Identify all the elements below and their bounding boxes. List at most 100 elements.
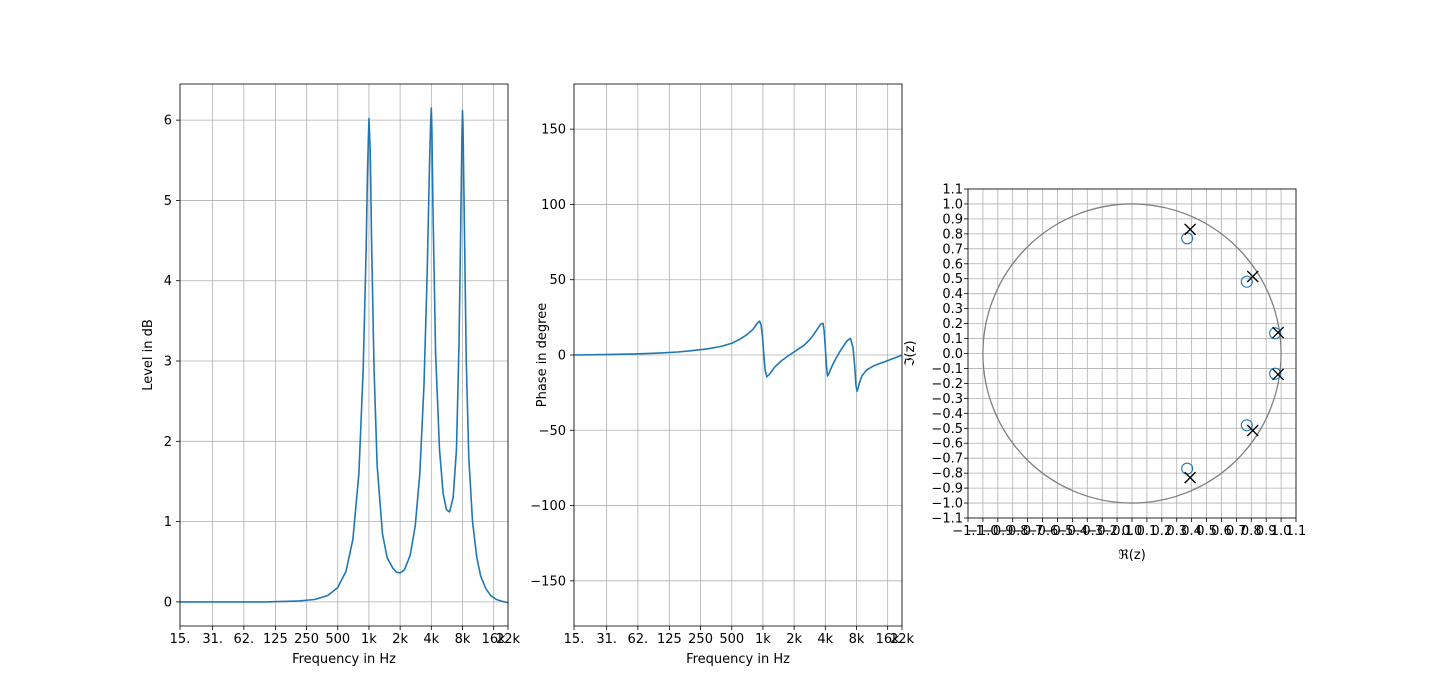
x-tick-label: −0.4 [1057,524,1089,539]
y-tick-label: 1.0 [942,197,963,212]
y-tick-label: 50 [549,273,566,288]
x-tick-label: 0.9 [1256,524,1277,539]
x-tick-label: −1.0 [967,524,999,539]
x-tick-label: 250 [688,632,713,647]
x-tick-label: 8k [849,632,865,647]
zero-marker [1240,275,1253,288]
zero-marker [1269,327,1282,340]
x-tick-label: −0.7 [1012,524,1044,539]
x-tick-label: 62. [627,632,648,647]
x-tick-label: 1k [361,632,377,647]
x-tick-label: 2k [786,632,802,647]
plot-frame [573,83,903,627]
x-tick-label: 4k [817,632,833,647]
zero-marker [1181,462,1194,475]
x-tick-label: 16k [876,632,901,647]
y-tick-label: 4 [164,274,172,289]
x-tick-label: 1.1 [1286,524,1307,539]
x-tick-label: −0.3 [1071,524,1103,539]
x-axis-label: Frequency in Hz [686,652,790,667]
y-tick-label: 1.1 [942,183,963,198]
y-tick-label: −0.2 [931,377,963,392]
x-tick-label: −0.5 [1042,524,1074,539]
x-axis-label: Frequency in Hz [292,652,396,667]
y-tick-label: 6 [164,114,172,129]
y-tick-label: 0.5 [942,272,963,287]
x-tick-label: −0.6 [1027,524,1059,539]
x-tick-label: 15. [564,632,585,647]
x-tick-label: −1.1 [952,524,984,539]
y-tick-label: −0.4 [931,407,963,422]
y-tick-label: 0 [164,595,172,610]
y-tick-label: 0.6 [942,257,963,272]
x-tick-label: 250 [294,632,319,647]
x-tick-label: 0.0 [1122,524,1143,539]
y-tick-label: −0.8 [931,467,963,482]
y-tick-label: 0.1 [942,332,963,347]
series-line [180,107,509,604]
x-tick-label: −0.2 [1086,524,1118,539]
x-tick-label: 22k [890,632,915,647]
y-tick-label: −0.1 [931,362,963,377]
x-tick-label: 1k [755,632,771,647]
pole-marker [1246,270,1259,283]
y-tick-label: 0.2 [942,317,963,332]
y-tick-label: 5 [164,194,172,209]
x-tick-label: 22k [496,632,521,647]
x-tick-label: 4k [423,632,439,647]
x-tick-label: 62. [233,632,254,647]
x-axis-label: ℜ(z) [1118,548,1146,563]
x-tick-label: 0.2 [1151,524,1172,539]
y-axis-label: Level in dB [141,319,156,391]
series-line [573,320,903,392]
pole-marker [1184,223,1197,236]
y-tick-label: −1.1 [931,512,963,527]
y-tick-label: −0.6 [931,437,963,452]
pole-marker [1272,368,1285,381]
y-tick-label: −0.7 [931,452,963,467]
x-tick-label: 0.6 [1211,524,1232,539]
y-tick-label: −150 [530,574,566,589]
pole-marker [1246,424,1259,437]
y-tick-label: −0.3 [931,392,963,407]
y-tick-label: −0.9 [931,482,963,497]
x-tick-label: 2k [392,632,408,647]
x-tick-label: 0.7 [1226,524,1247,539]
y-tick-label: −50 [539,424,566,439]
x-tick-label: 31. [202,632,223,647]
y-tick-label: −1.0 [931,497,963,512]
x-tick-label: −0.9 [982,524,1014,539]
x-tick-label: 125 [657,632,682,647]
x-tick-label: 500 [719,632,744,647]
y-tick-label: 3 [164,355,172,370]
plot-frame [967,188,1297,519]
y-tick-label: 100 [541,198,566,213]
y-axis-label: Phase in degree [535,303,550,408]
y-axis-label: ℑ(z) [903,340,918,366]
y-tick-label: −0.5 [931,422,963,437]
y-tick-label: 150 [541,123,566,138]
x-tick-label: −0.1 [1101,524,1133,539]
x-tick-label: 31. [596,632,617,647]
x-tick-label: 1.0 [1271,524,1292,539]
unit-circle [982,203,1282,504]
y-tick-label: 0.3 [942,302,963,317]
y-tick-label: 2 [164,435,172,450]
x-tick-label: 125 [263,632,288,647]
x-tick-label: 0.1 [1137,524,1158,539]
pole-marker [1184,471,1197,484]
x-tick-label: 500 [325,632,350,647]
x-tick-label: 0.3 [1166,524,1187,539]
zero-marker [1269,367,1282,380]
x-tick-label: −0.8 [997,524,1029,539]
x-tick-label: 8k [455,632,471,647]
grid [967,188,1297,519]
plot-frame [179,83,509,627]
y-tick-label: −100 [530,499,566,514]
y-tick-label: 0.0 [942,347,963,362]
x-tick-label: 0.8 [1241,524,1262,539]
y-tick-label: 0.7 [942,242,963,257]
